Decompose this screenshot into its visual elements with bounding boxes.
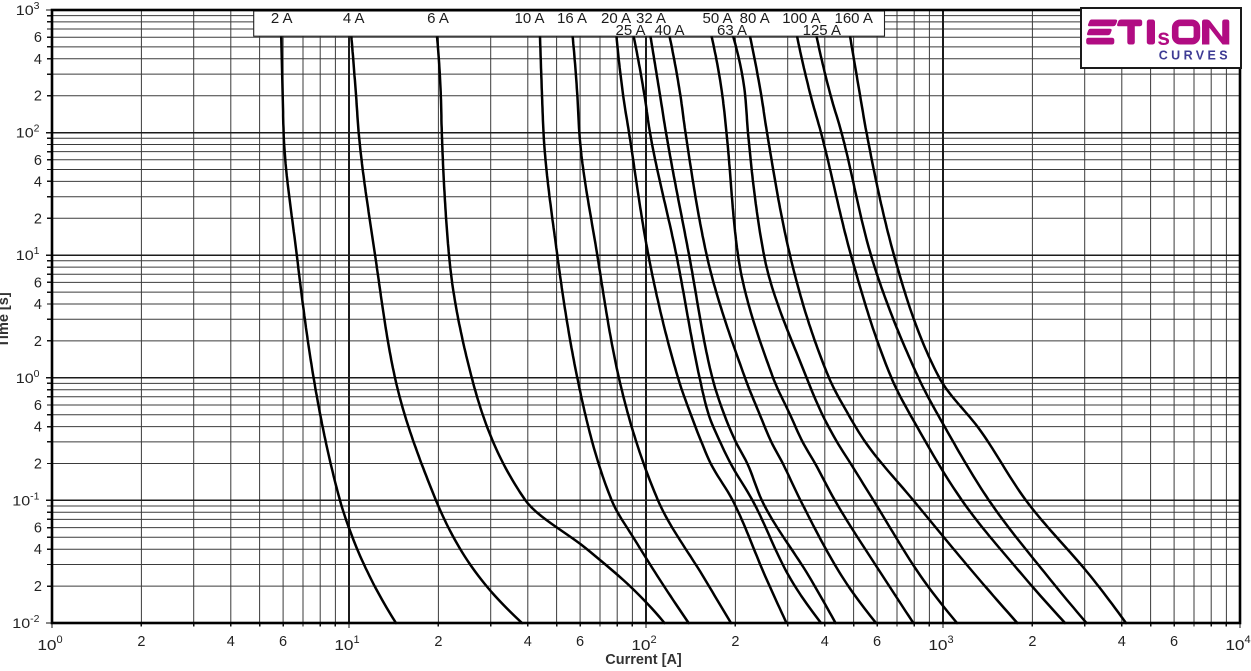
svg-text:6: 6 [34,275,42,291]
svg-text:2: 2 [34,579,42,595]
svg-text:10-1: 10-1 [12,490,39,508]
svg-text:102: 102 [16,123,40,141]
svg-text:100: 100 [37,634,62,654]
svg-text:2: 2 [34,89,42,105]
svg-text:10 A: 10 A [514,10,544,27]
svg-text:2: 2 [731,634,739,650]
svg-text:2: 2 [434,634,442,650]
svg-text:4: 4 [524,634,532,650]
svg-text:103: 103 [16,0,40,18]
svg-text:Time [s]: Time [s] [0,292,12,348]
svg-text:103: 103 [928,634,953,654]
svg-text:6: 6 [34,30,42,46]
svg-text:20 A: 20 A [601,10,631,27]
svg-text:6: 6 [873,634,881,650]
svg-text:50 A: 50 A [702,10,732,27]
svg-text:2: 2 [137,634,145,650]
svg-text:2: 2 [34,211,42,227]
svg-text:4 A: 4 A [343,10,365,27]
svg-text:Current [A]: Current [A] [605,652,682,668]
svg-text:2 A: 2 A [271,10,293,27]
svg-text:102: 102 [631,634,656,654]
svg-text:4: 4 [34,174,42,190]
svg-text:4: 4 [34,420,42,436]
svg-text:s: s [1157,24,1170,50]
svg-text:80 A: 80 A [740,10,770,27]
svg-text:101: 101 [16,245,40,263]
svg-text:160 A: 160 A [835,10,873,27]
svg-text:4: 4 [34,52,42,68]
svg-text:100 A: 100 A [782,10,820,27]
svg-text:2: 2 [1028,634,1036,650]
svg-text:125 A: 125 A [803,22,841,39]
svg-text:32 A: 32 A [636,10,666,27]
svg-text:4: 4 [34,297,42,313]
svg-text:100: 100 [16,368,40,386]
svg-text:63 A: 63 A [717,22,747,39]
svg-text:101: 101 [334,634,359,654]
svg-text:104: 104 [1225,634,1250,654]
svg-text:6: 6 [34,398,42,414]
svg-text:4: 4 [1118,634,1126,650]
svg-text:4: 4 [821,634,829,650]
svg-text:6: 6 [34,521,42,537]
svg-text:25 A: 25 A [615,22,645,39]
svg-text:16 A: 16 A [557,10,587,27]
svg-text:6: 6 [34,153,42,169]
svg-text:6: 6 [1170,634,1178,650]
svg-text:2: 2 [34,457,42,473]
svg-text:CURVES: CURVES [1159,49,1231,63]
svg-text:6: 6 [576,634,584,650]
svg-text:6: 6 [279,634,287,650]
svg-text:4: 4 [34,542,42,558]
svg-text:4: 4 [227,634,235,650]
svg-text:40 A: 40 A [654,22,684,39]
svg-text:6 A: 6 A [427,10,449,27]
svg-text:2: 2 [34,334,42,350]
svg-text:10-2: 10-2 [12,613,39,631]
